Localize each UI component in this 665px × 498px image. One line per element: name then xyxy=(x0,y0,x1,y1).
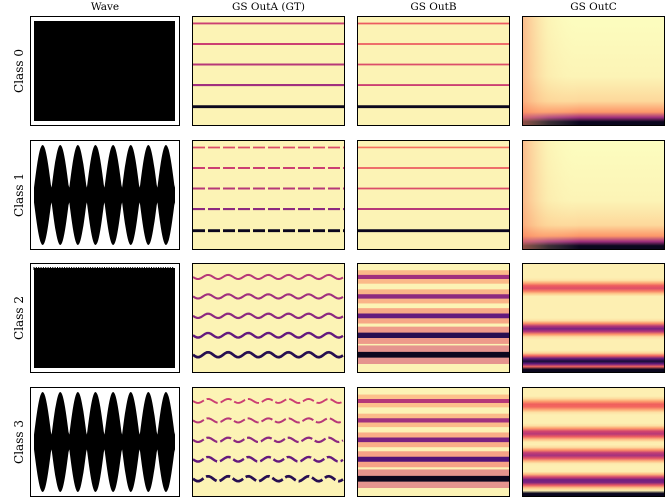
wave-envelope xyxy=(34,392,175,492)
gs-outb-panel-class-2-svg xyxy=(358,264,509,372)
gs-outc-panel-class-2 xyxy=(522,263,665,373)
gs-outb-panel-class-3-svg xyxy=(358,388,509,496)
column-title-gs-outc: GS OutC xyxy=(570,1,617,13)
spectral-band xyxy=(193,312,344,320)
wave-panel-class-0 xyxy=(30,16,180,126)
wave-envelope xyxy=(34,145,175,245)
gs-outa-panel-class-1-svg xyxy=(193,141,344,249)
gs-outc-panel-class-2-svg xyxy=(523,264,664,372)
heatmap-background xyxy=(193,17,344,125)
gs-outc-panel-class-0-svg xyxy=(523,17,664,125)
wave-panel-class-2 xyxy=(30,263,180,373)
spectral-band xyxy=(193,331,344,339)
wave-panel-class-3 xyxy=(30,387,180,497)
spectral-band xyxy=(193,397,344,404)
wave-panel-class-1-svg xyxy=(34,145,175,245)
gs-outb-panel-class-1-svg xyxy=(358,141,509,249)
gs-outb-panel-class-1 xyxy=(357,140,510,250)
heatmap-background xyxy=(358,141,509,249)
row-label-class-1: Class 1 xyxy=(12,173,27,217)
column-title-gs-outa: GS OutA (GT) xyxy=(231,1,305,13)
row-label-class-3: Class 3 xyxy=(12,420,27,464)
gs-outb-panel-class-2 xyxy=(357,263,510,373)
gs-outc-panel-class-1 xyxy=(522,140,665,250)
wave-envelope xyxy=(34,21,175,121)
energy-shading xyxy=(523,17,664,125)
energy-map xyxy=(523,388,664,496)
gs-outc-panel-class-1-svg xyxy=(523,141,664,249)
row-label-class-2: Class 2 xyxy=(12,296,27,340)
gs-outa-panel-class-2-svg xyxy=(193,264,344,372)
gs-outc-panel-class-0 xyxy=(522,16,665,126)
column-title-wave: Wave xyxy=(90,1,120,13)
wave-panel-class-1 xyxy=(30,140,180,250)
row-label-class-0: Class 0 xyxy=(12,49,27,93)
column-title-gs-outb: GS OutB xyxy=(410,1,457,13)
gs-outc-panel-class-3 xyxy=(522,387,665,497)
gs-outa-panel-class-3-svg xyxy=(193,388,344,496)
energy-map xyxy=(523,264,664,372)
spectral-band xyxy=(193,455,344,463)
gs-outc-panel-class-3-svg xyxy=(523,388,664,496)
spectral-band xyxy=(193,350,344,359)
gs-outb-panel-class-3 xyxy=(357,387,510,497)
heatmap-background xyxy=(358,17,509,125)
gs-outa-panel-class-3 xyxy=(192,387,345,497)
gs-outa-panel-class-1 xyxy=(192,140,345,250)
gs-outb-panel-class-0 xyxy=(357,16,510,126)
spectral-band xyxy=(193,474,344,483)
wave-panel-class-3-svg xyxy=(34,392,175,492)
gs-outa-panel-class-0-svg xyxy=(193,17,344,125)
spectral-band xyxy=(193,293,344,300)
spectral-band xyxy=(193,417,344,424)
gs-outa-panel-class-0 xyxy=(192,16,345,126)
energy-shading xyxy=(523,141,664,249)
wave-panel-class-0-svg xyxy=(34,21,175,121)
heatmap-background xyxy=(193,141,344,249)
spectral-band xyxy=(193,436,344,444)
wave-envelope xyxy=(34,268,175,368)
gs-outa-panel-class-2 xyxy=(192,263,345,373)
spectral-band xyxy=(193,273,344,281)
gs-outb-panel-class-0-svg xyxy=(358,17,509,125)
wave-panel-class-2-svg xyxy=(33,267,175,368)
